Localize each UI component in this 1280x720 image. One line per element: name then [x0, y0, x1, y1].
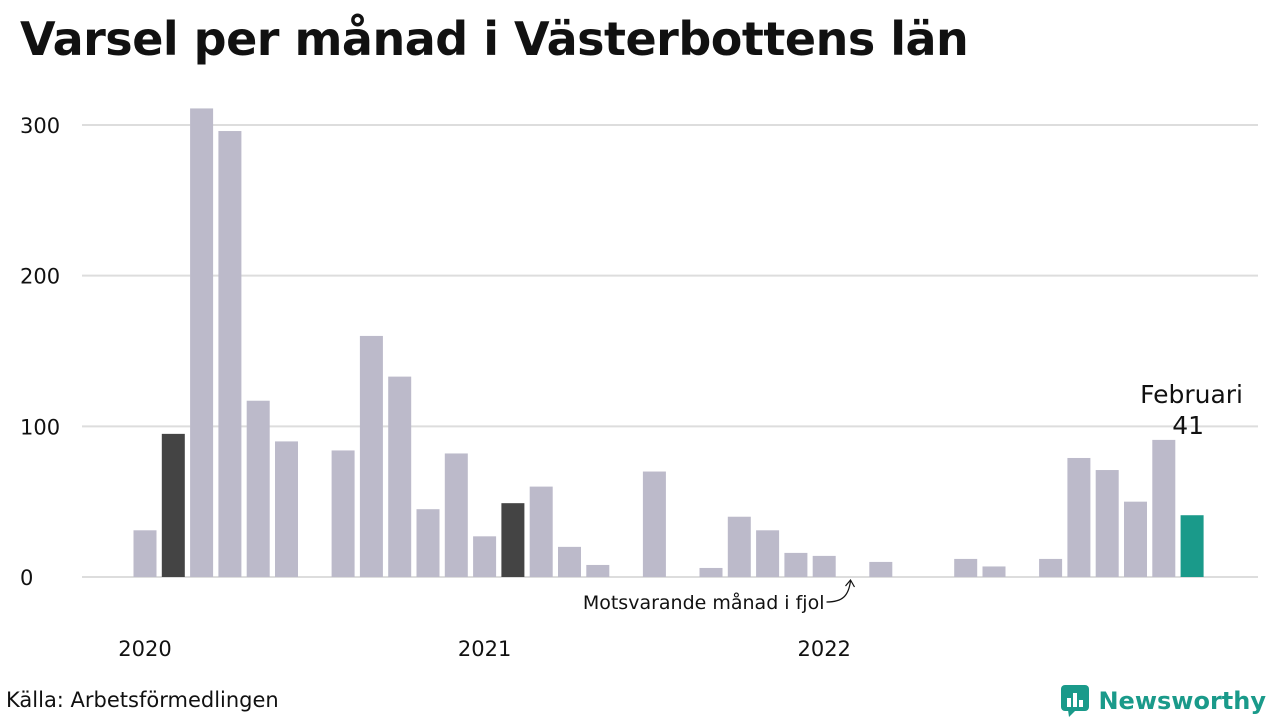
newsworthy-logo-icon — [1061, 685, 1090, 717]
brand-name: Newsworthy — [1098, 687, 1266, 715]
bar — [473, 536, 497, 577]
bar — [1124, 501, 1147, 577]
bar — [246, 400, 270, 577]
bar — [558, 546, 581, 577]
bar — [218, 131, 242, 577]
same-month-annotation: Motsvarande månad i fjol — [583, 591, 825, 614]
y-tick-label: 0 — [20, 566, 33, 590]
bar — [642, 471, 666, 577]
bar — [190, 108, 214, 577]
current-month-label: Februari — [1140, 380, 1243, 409]
bar — [501, 503, 525, 577]
bar — [1095, 470, 1119, 577]
bar-chart: 0 100 200 300 2020 2021 2022 Motsvarande måna… — [20, 108, 1258, 661]
bar — [1152, 439, 1176, 577]
bar — [444, 453, 468, 577]
x-axis-year-labels: 2020 2021 2022 — [118, 637, 851, 661]
annotation-arrowhead — [845, 578, 856, 588]
bars — [133, 108, 1204, 577]
annotations: Motsvarande månad i fjol Februari 41 — [583, 380, 1243, 614]
y-axis-ticks: 0 100 200 300 — [20, 114, 60, 590]
newsworthy-brand[interactable]: Newsworthy — [1060, 684, 1266, 718]
source-note: Källa: Arbetsförmedlingen — [6, 688, 279, 712]
bar — [1180, 515, 1204, 577]
bar — [869, 561, 893, 577]
bar — [388, 376, 412, 577]
annotation-arrow — [826, 580, 852, 603]
bar — [812, 555, 836, 577]
bar — [699, 567, 723, 577]
bar — [784, 552, 808, 577]
bar — [133, 530, 157, 577]
bar — [359, 335, 383, 577]
y-tick-label: 300 — [20, 114, 60, 138]
chart-title: Varsel per månad i Västerbottens län — [20, 12, 969, 66]
bar — [529, 486, 553, 577]
bar — [1067, 457, 1091, 577]
bar — [586, 564, 610, 577]
bar — [416, 509, 440, 577]
bar — [756, 530, 780, 577]
x-year-label: 2021 — [458, 637, 511, 661]
current-month-value: 41 — [1172, 411, 1204, 440]
y-tick-label: 100 — [20, 415, 60, 439]
x-year-label: 2020 — [118, 637, 171, 661]
bar — [1039, 558, 1063, 577]
x-year-label: 2022 — [797, 637, 850, 661]
bar — [954, 558, 978, 577]
bar — [275, 441, 298, 577]
bar — [727, 516, 751, 577]
bar — [161, 433, 185, 577]
bar — [982, 566, 1006, 577]
y-tick-label: 200 — [20, 265, 60, 289]
bar — [331, 450, 355, 577]
